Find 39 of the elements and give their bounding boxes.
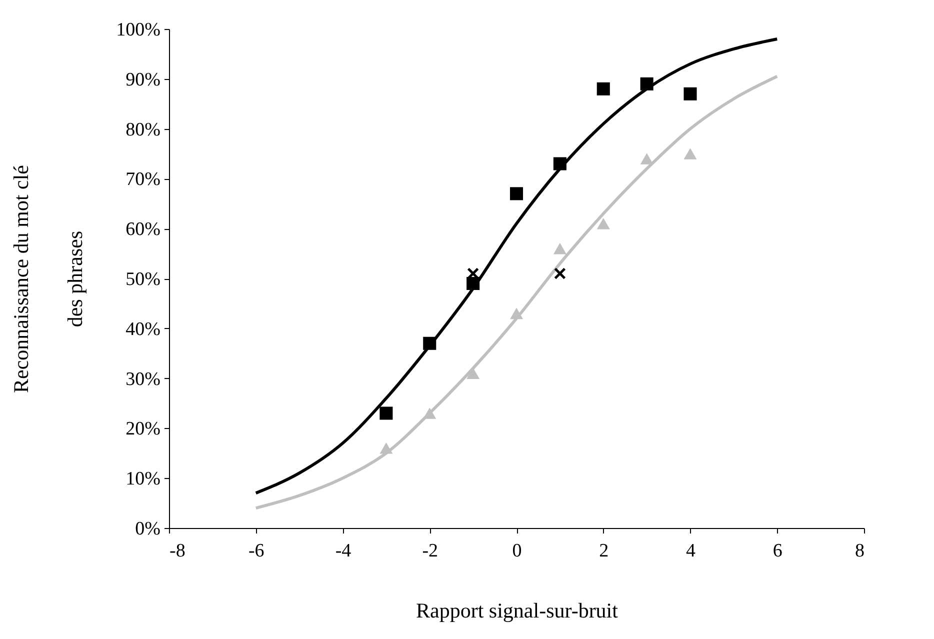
point bbox=[684, 148, 697, 160]
y-tick-label: 10% bbox=[126, 468, 161, 490]
point bbox=[596, 82, 610, 96]
point bbox=[380, 442, 393, 454]
x-tick-label: 2 bbox=[599, 540, 609, 562]
point bbox=[423, 408, 436, 419]
x-tick-label: -8 bbox=[170, 540, 186, 562]
point bbox=[684, 87, 697, 100]
y-tick-label: 60% bbox=[126, 219, 161, 240]
y-tick-label: 70% bbox=[126, 169, 161, 190]
y-tick-label: 20% bbox=[126, 418, 161, 440]
x-tick-label: 0 bbox=[512, 540, 522, 562]
x-tick-label: -2 bbox=[422, 540, 438, 562]
point bbox=[553, 157, 566, 170]
point bbox=[510, 308, 524, 320]
y-tick-label: 80% bbox=[126, 119, 161, 140]
x-tick-label: 8 bbox=[855, 540, 864, 562]
x-tick-label: 6 bbox=[772, 540, 782, 562]
point bbox=[466, 368, 480, 379]
point bbox=[423, 336, 436, 350]
point bbox=[640, 77, 654, 90]
point bbox=[553, 242, 566, 254]
point bbox=[380, 406, 393, 420]
y-tick-label: 0% bbox=[135, 518, 161, 540]
point bbox=[596, 218, 610, 230]
y-tick-label: 100% bbox=[116, 20, 161, 40]
x-tick-label: -6 bbox=[248, 540, 264, 562]
y-tick-label: 30% bbox=[126, 368, 161, 390]
x-tick-label: 4 bbox=[686, 540, 696, 562]
point bbox=[554, 268, 566, 280]
y-tick-label: 50% bbox=[126, 269, 161, 290]
point bbox=[510, 187, 524, 200]
y-tick-label: 40% bbox=[126, 318, 161, 340]
y-tick-label: 90% bbox=[126, 69, 161, 90]
point bbox=[466, 276, 480, 290]
x-axis-title: Rapport signal-sur-bruit bbox=[416, 598, 618, 622]
x-tick-label: -4 bbox=[335, 540, 352, 562]
text: Reconnaissance du mot clé des phrases bbox=[9, 164, 88, 394]
point bbox=[640, 153, 654, 164]
